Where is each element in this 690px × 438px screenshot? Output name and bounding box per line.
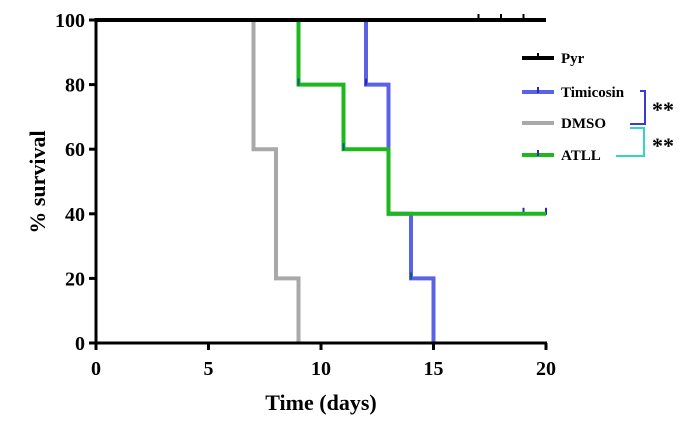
series-line-timicosin bbox=[96, 18, 436, 343]
bracket-dmso-atll bbox=[616, 127, 645, 157]
x-tick-label-0: 0 bbox=[91, 358, 101, 380]
legend: Pyr Timicosin DMSO ATLL bbox=[522, 51, 625, 164]
legend-label-dmso: DMSO bbox=[561, 116, 606, 132]
series-line-atll bbox=[296, 20, 546, 216]
y-tick-label-0: 0 bbox=[75, 333, 85, 355]
legend-label-timicosin: Timicosin bbox=[561, 85, 625, 101]
x-tick-label-20: 20 bbox=[536, 358, 556, 380]
y-axis-title: % survival bbox=[25, 130, 50, 233]
axes: 0 20 40 60 80 100 0 5 10 15 20 bbox=[55, 10, 556, 380]
y-tick-label-80: 80 bbox=[65, 75, 85, 97]
series-line-dmso bbox=[96, 18, 301, 343]
significance-label-1: ** bbox=[652, 97, 674, 122]
y-tick-label-60: 60 bbox=[65, 139, 85, 161]
y-tick-label-100: 100 bbox=[55, 10, 85, 32]
series-group bbox=[96, 14, 547, 343]
x-tick-label-10: 10 bbox=[311, 358, 331, 380]
x-tick-label-5: 5 bbox=[204, 358, 214, 380]
y-tick-label-20: 20 bbox=[65, 268, 85, 290]
x-axis-title: Time (days) bbox=[265, 390, 376, 415]
significance-label-2: ** bbox=[652, 133, 674, 158]
legend-label-pyr: Pyr bbox=[561, 51, 585, 67]
bracket-timicosin-dmso bbox=[630, 90, 646, 125]
significance-brackets: ** ** bbox=[616, 90, 674, 158]
legend-label-atll: ATLL bbox=[561, 148, 601, 164]
x-tick-label-15: 15 bbox=[424, 358, 444, 380]
y-tick-label-40: 40 bbox=[65, 204, 85, 226]
